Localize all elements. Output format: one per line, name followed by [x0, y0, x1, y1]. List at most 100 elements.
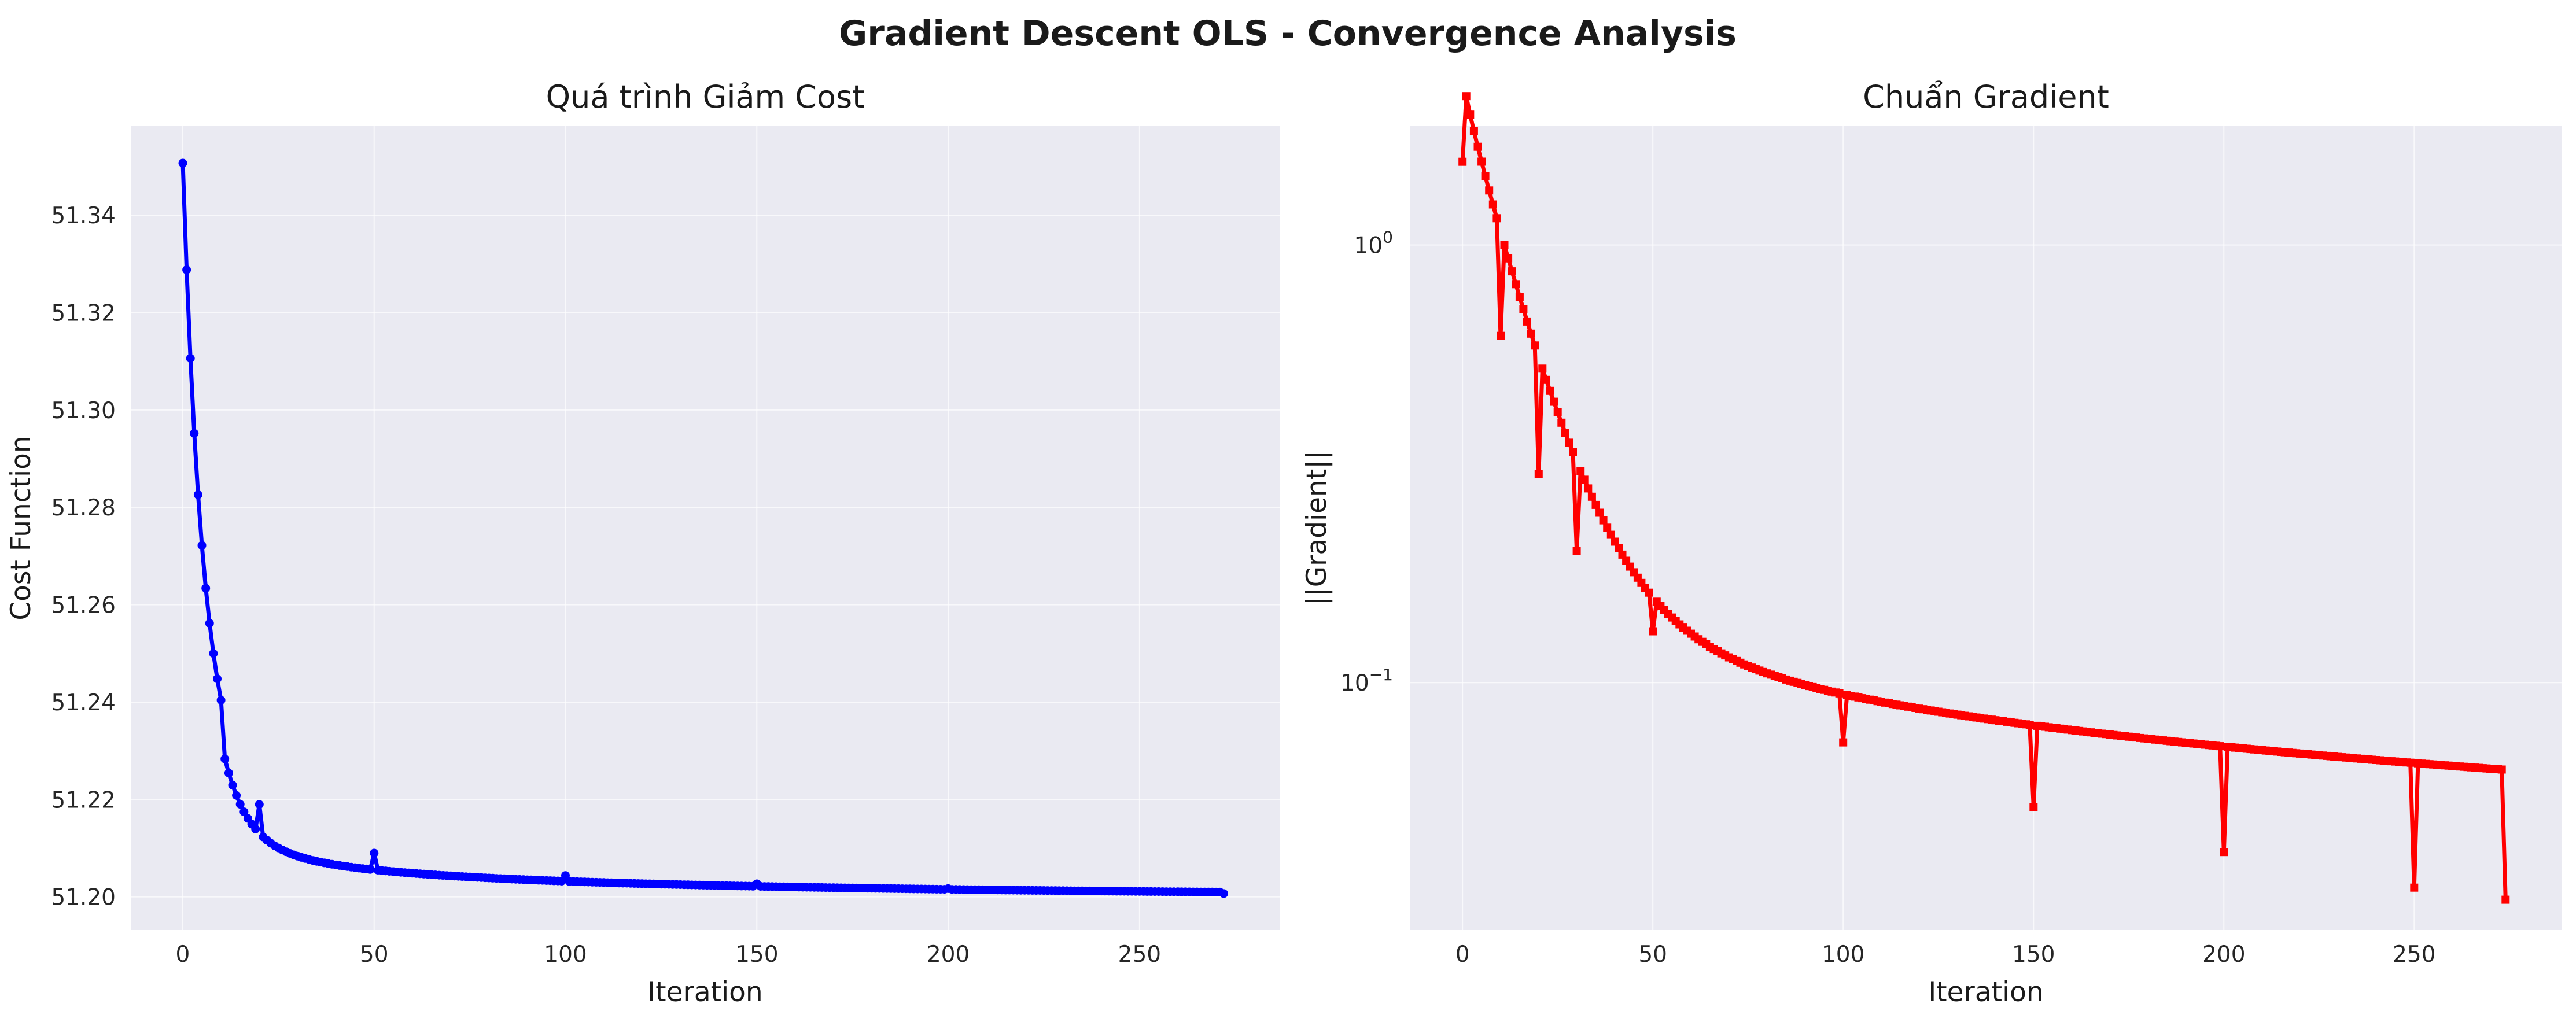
data-point	[1488, 200, 1497, 209]
x-tick-label: 50	[360, 942, 389, 968]
data-point	[1538, 364, 1547, 373]
series-gradient_norm	[1458, 92, 2510, 904]
data-point	[1591, 500, 1600, 509]
data-point	[1531, 341, 1539, 350]
data-point	[213, 674, 222, 684]
data-point	[1469, 127, 1478, 135]
x-tick-label: 100	[1822, 942, 1864, 968]
data-point	[205, 619, 214, 628]
y-tick-base: 10	[1340, 670, 1369, 696]
data-point	[1584, 484, 1593, 493]
data-point	[235, 800, 245, 809]
data-point	[190, 429, 199, 438]
data-point	[2216, 742, 2224, 751]
x-tick-label: 250	[2393, 942, 2435, 968]
chart-title: Chuẩn Gradient	[1863, 79, 2109, 115]
data-point	[1492, 214, 1501, 223]
y-axis-label: ||Gradient||	[1301, 451, 1333, 606]
data-point	[1219, 889, 1228, 898]
y-tick-exponent: −1	[1369, 665, 1393, 684]
data-point	[2220, 848, 2228, 857]
data-point	[1606, 530, 1615, 539]
data-point	[1553, 408, 1562, 416]
data-point	[201, 584, 211, 593]
data-point	[370, 848, 379, 858]
data-point	[1462, 92, 1471, 101]
data-point	[1603, 523, 1612, 532]
y-tick-label: 51.22	[51, 787, 116, 813]
data-point	[2406, 758, 2415, 767]
x-tick-label: 150	[2012, 942, 2055, 968]
plot-area	[131, 126, 1280, 930]
data-point	[232, 791, 241, 800]
y-tick-label: 51.34	[51, 203, 116, 229]
data-point	[1576, 467, 1585, 475]
y-tick-base: 10	[1354, 233, 1383, 259]
data-point	[1458, 157, 1467, 166]
x-tick-label: 50	[1638, 942, 1667, 968]
data-point	[1550, 397, 1558, 406]
data-point	[1615, 544, 1623, 552]
y-tick-label: 51.24	[51, 690, 116, 716]
data-point	[2501, 895, 2510, 904]
data-point	[1534, 470, 1543, 478]
data-point	[1561, 429, 1569, 437]
data-point	[216, 696, 226, 705]
x-axis-label: Iteration	[1928, 976, 2043, 1008]
data-point	[1569, 448, 1577, 456]
x-tick-label: 0	[176, 942, 190, 968]
data-point	[2410, 883, 2419, 892]
x-tick-label: 100	[544, 942, 587, 968]
y-tick-label: 51.30	[51, 398, 116, 424]
data-point	[220, 754, 230, 763]
data-point	[1500, 241, 1509, 249]
data-point	[193, 490, 202, 499]
data-point	[1565, 438, 1573, 447]
data-point	[1572, 547, 1581, 555]
data-point	[1618, 550, 1627, 559]
data-point	[1523, 317, 1531, 326]
data-point	[228, 780, 237, 789]
data-point	[1477, 157, 1486, 166]
figure-title: Gradient Descent OLS - Convergence Analy…	[839, 13, 1737, 54]
y-tick-label: 51.26	[51, 593, 116, 619]
chart-title: Quá trình Giảm Cost	[546, 79, 865, 115]
y-tick-exponent: 0	[1383, 228, 1393, 247]
y-axis-label: Cost Function	[5, 436, 37, 620]
x-tick-label: 200	[2202, 942, 2245, 968]
data-point	[366, 865, 375, 874]
data-point	[1473, 142, 1482, 151]
data-point	[1611, 537, 1619, 546]
data-point	[2029, 803, 2038, 811]
data-point	[2025, 721, 2034, 729]
data-point	[178, 158, 187, 168]
data-point	[1512, 280, 1520, 289]
data-point	[1557, 418, 1566, 427]
data-point	[1504, 254, 1513, 263]
y-tick-label: 51.20	[51, 885, 116, 911]
data-point	[1508, 267, 1516, 276]
data-point	[224, 769, 233, 777]
y-tick-label: 100	[1354, 228, 1393, 259]
y-tick-label: 51.28	[51, 495, 116, 521]
x-tick-label: 200	[927, 942, 970, 968]
cost-chart: 0 50 100 150 200 250 51.20 51.22 51.24 51.26 51.28…	[5, 79, 1280, 1008]
x-tick-label: 150	[735, 942, 778, 968]
plot-area	[1410, 126, 2562, 930]
x-axis-label: Iteration	[647, 976, 762, 1008]
data-point	[1599, 516, 1608, 525]
data-point	[1542, 375, 1550, 384]
data-point	[1546, 386, 1554, 395]
data-point	[1481, 172, 1490, 180]
data-point	[1466, 110, 1475, 119]
data-point	[1519, 305, 1528, 313]
data-point	[1595, 508, 1604, 517]
y-tick-label: 10−1	[1340, 665, 1393, 696]
data-point	[251, 824, 260, 833]
data-point	[239, 807, 249, 817]
data-point	[1835, 689, 1844, 698]
data-point	[1649, 627, 1657, 636]
data-point	[255, 800, 264, 809]
